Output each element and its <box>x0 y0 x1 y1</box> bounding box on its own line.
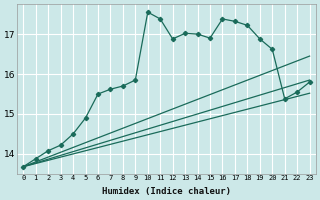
X-axis label: Humidex (Indice chaleur): Humidex (Indice chaleur) <box>102 187 231 196</box>
